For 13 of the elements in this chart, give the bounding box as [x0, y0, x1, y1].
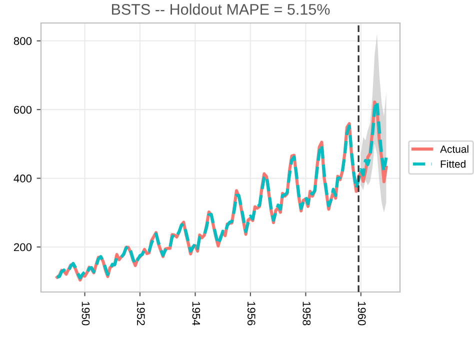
legend-label: Actual: [440, 145, 468, 153]
y-tick-label: 800: [14, 37, 32, 45]
y-tick-label: 200: [14, 243, 32, 252]
x-tick-label: 1950: [82, 302, 90, 326]
x-tick-label: 1958: [302, 302, 311, 326]
x-tick-label: 1952: [136, 302, 145, 326]
x-tick-label: 1960: [358, 302, 366, 326]
chart-title: BSTS -- Holdout MAPE = 5.15%: [112, 4, 330, 15]
y-tick-label: 400: [14, 174, 32, 182]
legend-label: Fitted: [440, 160, 466, 168]
y-tick-label: 600: [14, 106, 32, 114]
x-tick-label: 1954: [192, 302, 200, 326]
x-tick-label: 1956: [247, 302, 256, 326]
